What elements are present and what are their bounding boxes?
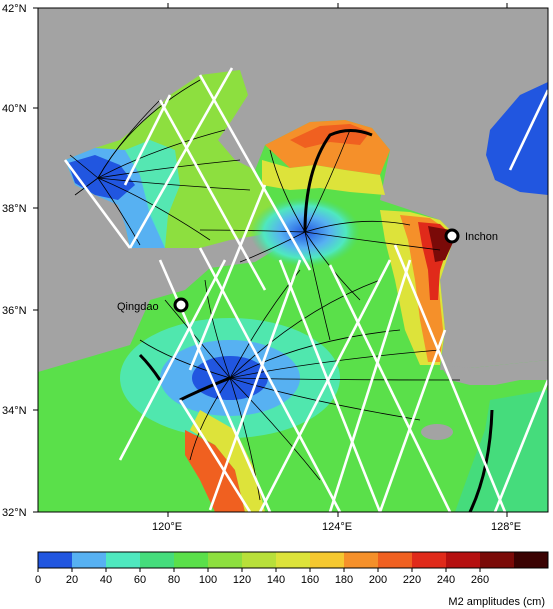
colorbar-swatch bbox=[140, 552, 175, 568]
lat-tick-label: 38°N bbox=[2, 203, 27, 215]
colorbar-title: M2 amplitudes (cm) bbox=[448, 596, 545, 608]
colorbar-tick-label: 0 bbox=[35, 574, 41, 586]
colorbar: 0 20 40 60 80 100 120 140 160 180 200 220 240 260 bbox=[35, 551, 549, 586]
lat-tick-label: 34°N bbox=[2, 405, 27, 417]
japan-land bbox=[486, 82, 548, 195]
latitude-axis: 42°N 40°N 38°N 36°N 34°N 32°N bbox=[2, 3, 38, 519]
lat-tick-label: 36°N bbox=[2, 305, 27, 317]
colorbar-tick-label: 100 bbox=[199, 574, 217, 586]
north-yellow-sea-yellow bbox=[262, 160, 385, 195]
satellite-tracks bbox=[63, 67, 548, 512]
lat-tick-label: 40°N bbox=[2, 103, 27, 115]
colorbar-swatch bbox=[276, 552, 311, 568]
jiangsu-coast-yellow bbox=[190, 410, 265, 512]
qingdao-label: Qingdao bbox=[117, 301, 159, 313]
map-border bbox=[37, 7, 549, 513]
colorbar-tick-label: 160 bbox=[301, 574, 319, 586]
colorbar-tick-label: 80 bbox=[168, 574, 180, 586]
korea-south-land bbox=[440, 360, 548, 385]
colorbar-swatch bbox=[480, 552, 515, 568]
colorbar-swatch bbox=[344, 552, 379, 568]
city-qingdao bbox=[173, 297, 189, 313]
colorbar-tick-label: 40 bbox=[100, 574, 112, 586]
colorbar-tick-label: 180 bbox=[335, 574, 353, 586]
longitude-axis: 120°E 124°E 128°E bbox=[152, 3, 521, 533]
colorbar-swatch bbox=[208, 552, 243, 568]
colorbar-swatch bbox=[310, 552, 345, 568]
colorbar-swatch bbox=[412, 552, 447, 568]
map-panel bbox=[38, 8, 548, 512]
cotidal-lines bbox=[69, 79, 461, 501]
colorbar-tick-label: 120 bbox=[233, 574, 251, 586]
colorbar-swatch bbox=[242, 552, 277, 568]
colorbar-swatch bbox=[174, 552, 209, 568]
colorbar-swatch bbox=[378, 552, 413, 568]
colorbar-tick-label: 140 bbox=[267, 574, 285, 586]
lat-tick-label: 42°N bbox=[2, 3, 27, 15]
jeju-island bbox=[421, 424, 453, 440]
east-china-sea-teal bbox=[455, 390, 548, 512]
lon-tick-label: 120°E bbox=[152, 521, 182, 533]
lon-tick-label: 128°E bbox=[491, 521, 521, 533]
colorbar-tick-label: 240 bbox=[437, 574, 455, 586]
colorbar-tick-label: 60 bbox=[134, 574, 146, 586]
colorbar-swatch bbox=[446, 552, 481, 568]
colorbar-swatch bbox=[106, 552, 141, 568]
lon-tick-label: 124°E bbox=[322, 521, 352, 533]
colorbar-tick-label: 20 bbox=[66, 574, 78, 586]
lat-tick-label: 32°N bbox=[2, 507, 27, 519]
city-inchon bbox=[444, 228, 460, 244]
colorbar-swatch bbox=[38, 552, 73, 568]
colorbar-tick-label: 200 bbox=[369, 574, 387, 586]
colorbar-tick-label: 260 bbox=[471, 574, 489, 586]
colorbar-tick-label: 220 bbox=[403, 574, 421, 586]
colorbar-swatch bbox=[514, 552, 549, 568]
jiangsu-coast-high-zone bbox=[185, 430, 245, 512]
inchon-label: Inchon bbox=[465, 231, 498, 243]
bohai-teal-ring bbox=[125, 140, 180, 248]
colorbar-swatch bbox=[72, 552, 107, 568]
colorbar-border bbox=[37, 551, 549, 569]
